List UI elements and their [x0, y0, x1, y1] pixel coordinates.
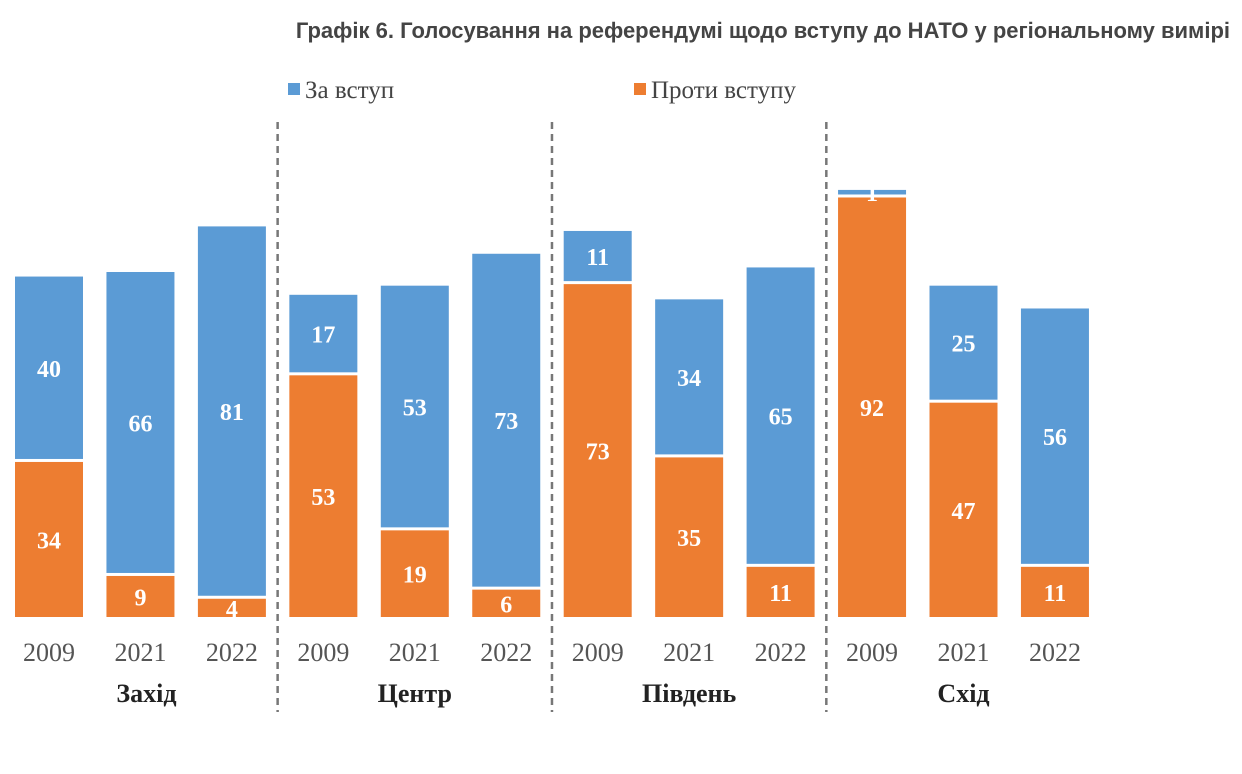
bar-segment-against: [655, 457, 724, 617]
x-tick-label: 2009: [297, 638, 349, 667]
data-label-against: 35: [677, 526, 701, 552]
bar-segment-against: [197, 598, 266, 617]
bar-segment-against: [289, 375, 358, 617]
bar-segment-for: [746, 267, 815, 564]
data-label-against: 47: [952, 499, 976, 525]
x-tick-label: 2022: [1029, 638, 1081, 667]
data-label-against: 92: [860, 396, 884, 422]
data-label-for: 40: [37, 357, 61, 383]
legend-label: Проти вступу: [651, 77, 797, 104]
data-label-against: 4: [226, 597, 238, 623]
bar-segment-for: [1020, 308, 1089, 564]
data-label-against: 19: [403, 563, 427, 589]
data-label-for: 17: [311, 323, 335, 349]
legend-swatch: [288, 83, 300, 95]
bar-segment-for: [472, 253, 541, 587]
data-label-for: 1: [866, 181, 878, 207]
region-label: Захід: [116, 679, 176, 708]
x-tick-label: 2009: [572, 638, 624, 667]
bar-segment-against: [563, 284, 632, 617]
data-label-against: 34: [37, 528, 61, 554]
data-label-for: 56: [1043, 425, 1067, 451]
x-tick-label: 2009: [23, 638, 75, 667]
data-label-for: 65: [769, 405, 793, 431]
bar-segment-for: [106, 272, 175, 573]
legend-swatch: [634, 83, 646, 95]
data-label-against: 6: [500, 592, 512, 618]
x-tick-label: 2022: [755, 638, 807, 667]
bar-segment-against: [838, 197, 907, 618]
bar-segment-for: [838, 189, 907, 195]
data-label-for: 81: [220, 400, 244, 426]
data-label-against: 11: [1044, 581, 1067, 607]
x-tick-label: 2022: [206, 638, 258, 667]
bar-segment-against: [1020, 566, 1089, 617]
bar-segment-for: [655, 299, 724, 455]
bar-segment-against: [15, 461, 83, 617]
data-label-for: 34: [677, 366, 701, 392]
region-label: Центр: [378, 679, 452, 708]
x-tick-label: 2021: [938, 638, 990, 667]
data-label-for: 11: [586, 245, 609, 271]
x-tick-label: 2021: [389, 638, 441, 667]
bar-segment-against: [472, 589, 541, 617]
x-tick-label: 2009: [846, 638, 898, 667]
data-label-for: 25: [952, 332, 976, 358]
bar-segment-against: [746, 566, 815, 617]
bar-segment-for: [380, 285, 449, 528]
data-label-against: 11: [769, 581, 792, 607]
data-label-for: 53: [403, 396, 427, 422]
bar-segment-against: [380, 530, 449, 617]
x-tick-label: 2021: [114, 638, 166, 667]
bar-segment-for: [289, 294, 358, 373]
bar-segment-for: [929, 285, 998, 400]
data-label-against: 73: [586, 440, 610, 466]
bar-segment-against: [929, 402, 998, 617]
data-label-against: 9: [134, 585, 146, 611]
bar-segment-for: [563, 230, 632, 282]
bar-segment-for: [15, 276, 83, 459]
bar-segment-against: [106, 575, 175, 617]
bar-segment-for: [197, 226, 266, 596]
data-label-for: 73: [494, 409, 518, 435]
region-label: Південь: [642, 679, 737, 708]
region-label: Схід: [937, 679, 989, 708]
legend-label: За вступ: [305, 77, 394, 104]
x-tick-label: 2022: [480, 638, 532, 667]
chart-title: Графік 6. Голосування на референдумі щод…: [295, 18, 1230, 43]
data-label-against: 53: [311, 485, 335, 511]
x-tick-label: 2021: [663, 638, 715, 667]
data-label-for: 66: [128, 411, 152, 437]
